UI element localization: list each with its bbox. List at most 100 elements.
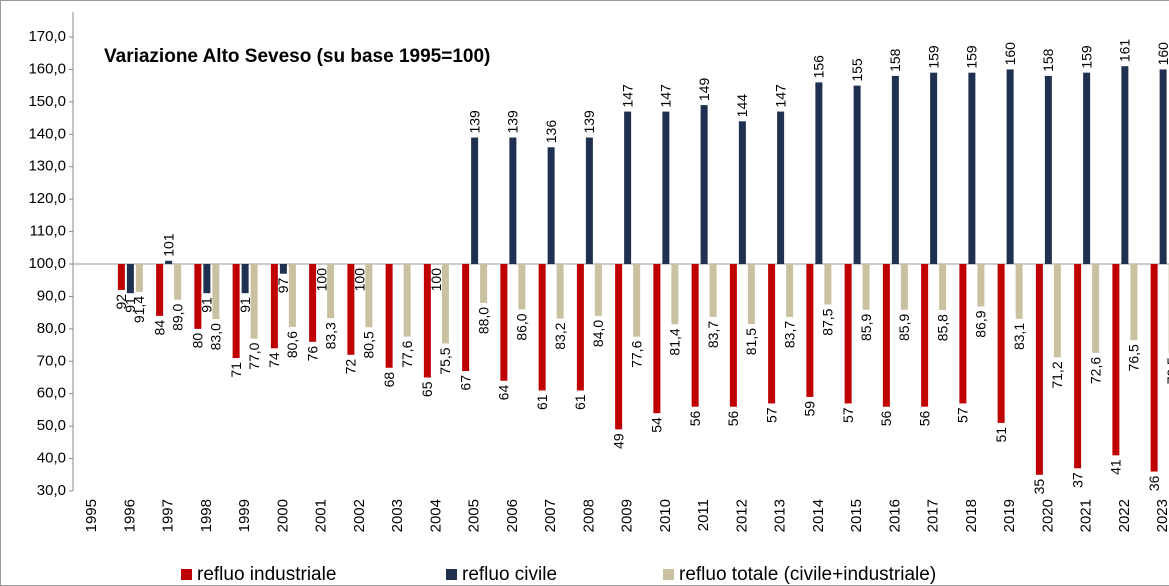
x-tick-label: 2023	[1154, 499, 1169, 532]
bar	[1159, 69, 1167, 264]
legend-label: refluo totale (civile+industriale)	[679, 564, 936, 585]
bar	[441, 264, 449, 344]
bar	[500, 264, 508, 381]
data-label: 83,2	[552, 322, 568, 349]
data-label: 91	[237, 297, 253, 313]
x-tick-label: 2021	[1078, 499, 1095, 532]
data-label: 80,5	[361, 331, 377, 358]
y-tick-label: 80,0	[37, 320, 66, 337]
bar	[538, 264, 546, 391]
y-tick-label: 130,0	[28, 158, 66, 175]
bar	[900, 264, 908, 310]
bar	[347, 264, 355, 355]
bar	[700, 105, 708, 264]
bar	[203, 264, 211, 294]
legend-swatch	[446, 569, 457, 580]
x-tick-label: 2005	[466, 499, 483, 532]
data-label: 84,0	[590, 320, 606, 347]
bar	[518, 264, 526, 310]
data-label: 83,3	[322, 322, 338, 349]
data-label: 41	[1108, 459, 1124, 475]
data-label: 139	[466, 110, 482, 134]
bar	[747, 264, 755, 324]
bar	[232, 264, 240, 359]
data-label: 81,5	[743, 328, 759, 355]
data-label: 85,9	[896, 314, 912, 341]
data-label: 91,4	[131, 296, 147, 323]
x-tick-label: 2010	[657, 499, 674, 532]
bar	[615, 264, 623, 430]
bar	[1092, 264, 1100, 353]
data-label: 83,7	[781, 321, 797, 348]
bar	[624, 111, 632, 264]
data-label: 147	[619, 84, 635, 108]
data-label: 139	[505, 110, 521, 134]
x-tick-label: 2006	[504, 499, 521, 532]
data-label: 87,5	[820, 308, 836, 335]
bar	[126, 264, 134, 294]
data-label: 72,5	[1164, 357, 1169, 384]
bar	[309, 264, 317, 342]
data-label: 72,6	[1087, 357, 1103, 384]
data-label: 149	[696, 78, 712, 102]
bar	[1006, 69, 1014, 264]
bar	[939, 264, 947, 311]
data-label: 36	[1146, 475, 1162, 491]
data-label: 61	[534, 394, 550, 410]
bar	[385, 264, 393, 368]
bar	[1112, 264, 1120, 456]
data-label: 158	[1040, 48, 1056, 72]
data-label: 160	[1002, 42, 1018, 66]
data-label: 85,8	[934, 314, 950, 341]
data-label: 56	[916, 410, 932, 426]
data-label: 71,2	[1049, 361, 1065, 388]
data-label: 159	[964, 45, 980, 69]
bar	[270, 264, 278, 349]
y-tick-label: 110,0	[30, 223, 66, 240]
data-label: 136	[543, 120, 559, 144]
bar	[423, 264, 431, 378]
bar	[174, 264, 182, 300]
bar	[997, 264, 1005, 423]
data-label: 49	[610, 433, 626, 449]
data-label: 74	[266, 352, 282, 368]
x-tick-label: 1995	[83, 499, 100, 532]
bar	[891, 75, 899, 265]
bar	[777, 111, 785, 264]
bar	[1053, 264, 1061, 358]
x-tick-label: 2008	[580, 499, 597, 532]
y-tick-label: 90,0	[37, 287, 66, 304]
x-tick-label: 2001	[313, 499, 330, 532]
x-tick-label: 2002	[351, 499, 368, 532]
bar	[959, 264, 967, 404]
data-label: 159	[925, 45, 941, 69]
bar	[480, 264, 488, 303]
bar	[585, 137, 593, 264]
bar	[768, 264, 776, 404]
data-label: 91	[199, 297, 215, 313]
y-tick-label: 70,0	[37, 352, 66, 369]
data-label: 84	[151, 320, 167, 336]
bar	[930, 72, 938, 265]
y-tick-label: 160,0	[28, 60, 66, 77]
bar	[509, 137, 517, 264]
legend-swatch	[663, 569, 674, 580]
data-label: 54	[649, 417, 665, 433]
bar	[653, 264, 661, 414]
data-label: 147	[772, 84, 788, 108]
bar	[824, 264, 832, 305]
bar	[194, 264, 202, 329]
x-tick-label: 2014	[810, 499, 827, 532]
bar	[1035, 264, 1043, 475]
bar	[117, 264, 125, 290]
bar	[806, 264, 814, 397]
data-label: 92	[113, 294, 129, 310]
data-label: 71	[228, 362, 244, 378]
data-label: 80,6	[284, 331, 300, 358]
data-label: 161	[1117, 39, 1133, 63]
bar	[786, 264, 794, 317]
x-tick-label: 2011	[695, 499, 712, 531]
y-tick-label: 40,0	[37, 450, 66, 467]
data-label: 158	[887, 48, 903, 72]
